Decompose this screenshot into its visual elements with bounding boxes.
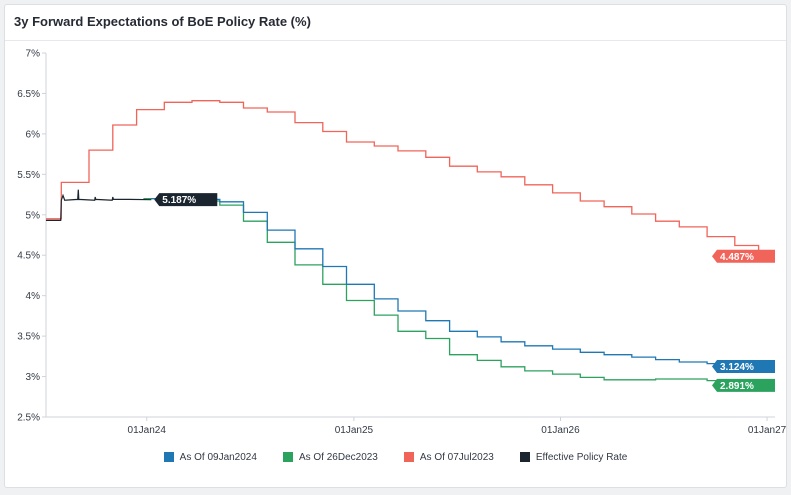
title-divider <box>5 40 786 41</box>
legend-item[interactable]: As Of 09Jan2024 <box>163 449 257 465</box>
legend-item[interactable]: As Of 26Dec2023 <box>282 449 378 465</box>
x-tick-label: 01Jan27 <box>748 425 786 436</box>
chart-plot-area: 7%6.5%6%5.5%5%4.5%4%3.5%3%2.5% 01Jan24 01… <box>17 49 786 437</box>
y-tick: 7% <box>26 49 46 60</box>
legend-item[interactable]: Effective Policy Rate <box>519 449 628 465</box>
end-label-as-of-09jan2024: 3.124% <box>712 360 775 374</box>
end-label-text: 5.187% <box>162 195 196 206</box>
y-tick-label: 4% <box>26 291 41 302</box>
y-tick-label: 6% <box>26 129 41 140</box>
legend-swatch <box>163 452 174 462</box>
x-tick-label: 01Jan24 <box>128 425 167 436</box>
y-tick-label: 6.5% <box>17 89 40 100</box>
legend-item[interactable]: As Of 07Jul2023 <box>403 449 494 465</box>
end-labels: 4.487% 2.891% 3.124% 5.187% <box>154 193 775 392</box>
end-label-box <box>712 360 775 374</box>
y-tick-label: 5% <box>26 210 41 221</box>
series-line-effective-policy-rate[interactable] <box>46 189 152 221</box>
legend: As Of 09Jan2024 As Of 26Dec2023 As Of 07Ju… <box>5 449 786 465</box>
chart-title: 3y Forward Expectations of BoE Policy Ra… <box>14 14 311 29</box>
x-axis-ticks: 01Jan24 01Jan25 01Jan26 01Jan27 <box>128 417 786 436</box>
end-label-box <box>712 378 775 392</box>
legend-label: As Of 26Dec2023 <box>298 451 378 463</box>
y-tick-label: 7% <box>26 49 41 60</box>
series-layer <box>46 100 773 386</box>
series-line-as-of-09jan2024[interactable] <box>151 197 773 367</box>
y-tick: 3% <box>26 372 46 383</box>
legend-label: As Of 07Jul2023 <box>419 451 494 463</box>
end-label-box <box>154 193 218 207</box>
end-label-as-of-07jul2023: 4.487% <box>712 249 775 263</box>
y-tick: 6.5% <box>17 89 46 100</box>
y-tick: 2.5% <box>17 413 46 424</box>
legend-swatch <box>282 452 293 462</box>
y-tick: 4% <box>26 291 46 302</box>
series-line-as-of-26dec2023[interactable] <box>143 197 765 386</box>
legend-swatch <box>519 452 530 462</box>
end-label-text: 3.124% <box>720 362 754 373</box>
x-tick-label: 01Jan26 <box>541 425 580 436</box>
legend-label: As Of 09Jan2024 <box>179 451 257 463</box>
y-tick: 4.5% <box>17 251 46 262</box>
x-tick-label: 01Jan25 <box>335 425 374 436</box>
y-tick: 5.5% <box>17 170 46 181</box>
y-tick-label: 5.5% <box>17 170 40 181</box>
end-label-text: 4.487% <box>720 252 754 263</box>
end-label-effective-policy-rate: 5.187% <box>154 193 218 207</box>
end-label-box <box>712 249 775 263</box>
y-tick-label: 3% <box>26 372 41 383</box>
legend-swatch <box>403 452 414 462</box>
y-tick-label: 4.5% <box>17 251 40 262</box>
end-label-text: 2.891% <box>720 381 754 392</box>
y-tick: 3.5% <box>17 332 46 343</box>
y-tick-label: 2.5% <box>17 413 40 424</box>
legend-label: Effective Policy Rate <box>535 451 628 463</box>
y-axis-ticks: 7% 6.5% 6% 5.5% 5% 4.5% 4% 3.5% 3% 2.5% <box>17 49 46 424</box>
y-tick: 6% <box>26 129 46 140</box>
y-tick: 5% <box>26 210 46 221</box>
chart-panel: 3y Forward Expectations of BoE Policy Ra… <box>4 4 787 488</box>
y-tick-label: 3.5% <box>17 332 40 343</box>
end-label-as-of-26dec2023: 2.891% <box>712 378 775 392</box>
series-line-as-of-07jul2023[interactable] <box>46 100 772 257</box>
